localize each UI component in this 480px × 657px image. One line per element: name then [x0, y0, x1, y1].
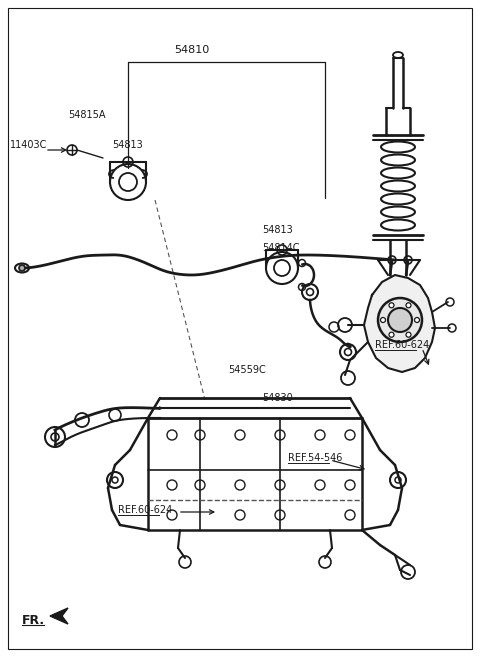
- Text: REF.60-624: REF.60-624: [375, 340, 429, 350]
- Circle shape: [19, 265, 25, 271]
- Text: 54815A: 54815A: [68, 110, 106, 120]
- Circle shape: [388, 308, 412, 332]
- Circle shape: [406, 303, 411, 307]
- Circle shape: [381, 317, 385, 323]
- Circle shape: [406, 332, 411, 337]
- Circle shape: [378, 298, 422, 342]
- Polygon shape: [50, 608, 68, 624]
- Text: 54830: 54830: [262, 393, 293, 403]
- Text: FR.: FR.: [22, 614, 45, 627]
- Circle shape: [389, 332, 394, 337]
- Text: 11403C: 11403C: [10, 140, 48, 150]
- Text: 54559C: 54559C: [228, 365, 266, 375]
- Polygon shape: [364, 275, 435, 372]
- Circle shape: [389, 303, 394, 307]
- Text: REF.60-624: REF.60-624: [118, 505, 172, 515]
- Text: 54810: 54810: [174, 45, 210, 55]
- Text: REF.54-546: REF.54-546: [288, 453, 342, 463]
- Circle shape: [415, 317, 420, 323]
- Text: 54814C: 54814C: [262, 243, 300, 253]
- Text: 54813: 54813: [262, 225, 293, 235]
- Text: 54813: 54813: [112, 140, 143, 150]
